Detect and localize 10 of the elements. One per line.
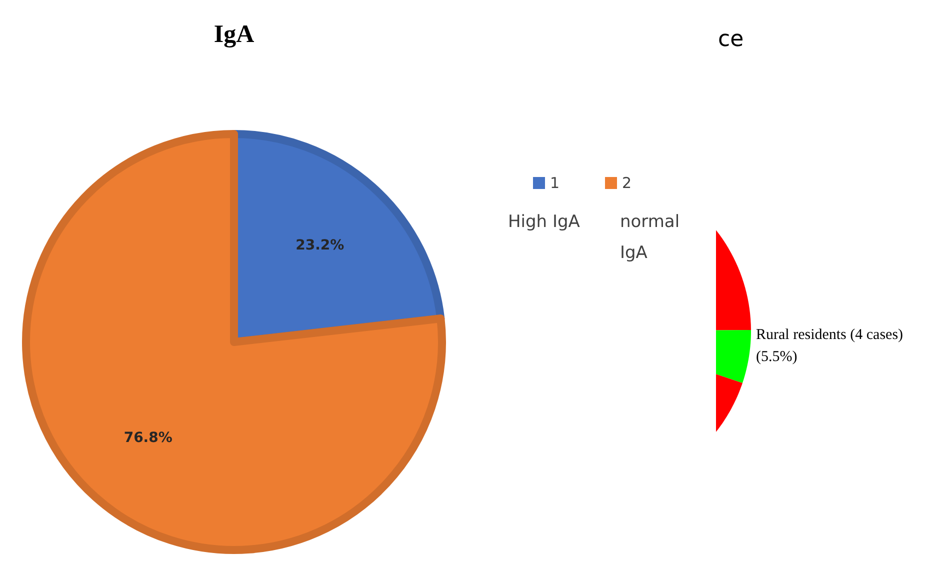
text: Rural residents (4 cases) bbox=[756, 327, 904, 343]
text: normal IgA bbox=[620, 212, 680, 263]
text: ce bbox=[718, 27, 744, 52]
text: High IgA bbox=[508, 212, 580, 232]
data-label: 76.8% bbox=[124, 430, 172, 446]
chart-title: IgA bbox=[214, 21, 254, 48]
legend-label: 2 bbox=[622, 174, 632, 192]
data-label: 23.2% bbox=[296, 238, 344, 254]
legend-label: 1 bbox=[550, 174, 560, 192]
text: (5.5%) bbox=[756, 349, 798, 365]
